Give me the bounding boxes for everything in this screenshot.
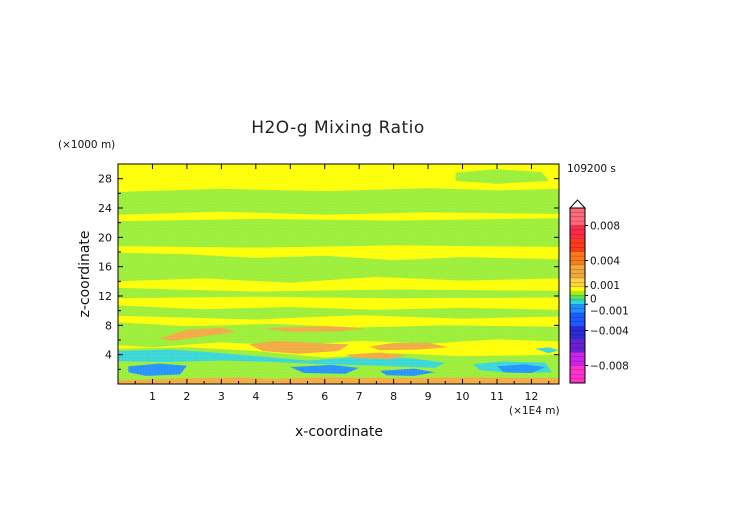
contour-region-11 [534,347,559,354]
y-tick-label: 24 [98,202,112,215]
colorbar-band [570,292,585,296]
contour-region-6 [118,305,559,320]
y-tick-label: 16 [98,261,112,274]
colorbar-extend-arrow [568,199,587,209]
colorbar-band [570,313,585,327]
contour-region-7 [118,322,559,348]
x-tick-label: 7 [356,390,363,403]
colorbar-band [570,352,585,366]
x-tick-label: 5 [287,390,294,403]
contour-region-20 [345,352,408,360]
x-tick-label: 11 [490,390,504,403]
contour-region-9 [118,349,446,368]
colorbar-tick-label: 0.001 [590,280,620,292]
contour-region-15 [497,364,546,373]
contour-region-13 [290,364,360,374]
x-axis: 1 2 3 4 5 6 7 8 9 10 11 12 [134,164,550,403]
y-tick-label: 8 [105,319,112,332]
colorbar-tick-label: 0.004 [590,256,620,268]
plot-grid [117,163,560,384]
colorbar-band [570,339,585,353]
x-tick-label: 6 [321,390,328,403]
colorbar-band [570,295,585,299]
contour-region-4 [118,252,559,283]
colorbar-tick-label: −0.001 [590,305,629,317]
x-tick-label: 10 [456,390,470,403]
y-tick-label: 28 [98,173,112,186]
x-tick-label: 3 [218,390,225,403]
colorbar-band [570,251,585,265]
contour-region-16 [159,327,236,341]
contour-region-14 [379,368,435,376]
colorbar-band [570,238,585,252]
x-tick-label: 1 [149,390,156,403]
plot-area [117,163,560,385]
plot-frame [117,163,560,385]
contour-region-5 [118,287,559,299]
x-tick-label: 8 [390,390,397,403]
y-tick-label: 4 [105,349,112,362]
colorbar-band [570,286,585,292]
y-unit-label: (×1000 m) [58,139,115,151]
x-tick-label: 9 [425,390,432,403]
colorbar-band [570,299,585,305]
colorbar-band [570,264,585,278]
contour-region-12 [128,363,187,376]
x-tick-label: 4 [252,390,259,403]
time-label: 109200 s [567,163,616,175]
x-unit-label: (×1E4 m) [509,405,560,417]
y-tick-label: 20 [98,231,112,244]
colorbar: 0.008 0.004 0.001 0−0.001 −0.004 −0.008 [568,199,629,384]
chart-title: H2O-g Mixing Ratio [251,118,425,138]
y-tick-label: 12 [98,290,112,303]
y-axis-label: z-coordinate [77,230,93,317]
contour-region-1 [118,188,559,215]
colorbar-band [570,225,585,239]
colorbar-tick-label: −0.004 [590,326,629,338]
colorbar-tick-label: 0 [590,294,597,306]
colorbar-tick-label: 0.008 [590,221,620,233]
colorbar-tick-label: −0.008 [590,361,629,373]
contour-region-19 [369,342,449,351]
contour-region-17 [262,326,367,332]
x-tick-label: 2 [183,390,190,403]
contour-region-18 [248,340,349,354]
contour-region-21 [118,377,559,384]
x-tick-label: 12 [524,390,538,403]
colorbar-band [570,326,585,340]
x-axis-label: x-coordinate [295,424,383,440]
y-axis: 4 8 12 16 20 24 28 [98,173,559,370]
contour-region-3 [118,218,559,248]
contour-region-2 [455,169,549,184]
